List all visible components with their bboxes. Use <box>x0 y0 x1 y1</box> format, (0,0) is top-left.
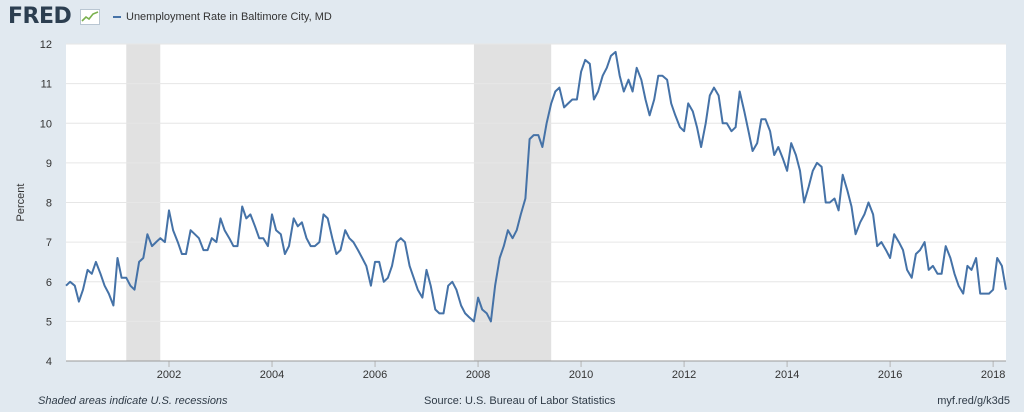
legend: Unemployment Rate in Baltimore City, MD <box>113 11 332 23</box>
fred-logo[interactable]: FRED <box>8 4 72 29</box>
y-tick-label: 10 <box>40 118 52 130</box>
x-tick-label: 2010 <box>569 369 593 381</box>
chart-header: FRED Unemployment Rate in Baltimore City… <box>0 0 1024 36</box>
short-link[interactable]: myf.red/g/k3d5 <box>937 395 1010 407</box>
x-tick-label: 2004 <box>260 369 284 381</box>
recession-note: Shaded areas indicate U.S. recessions <box>38 395 228 407</box>
x-tick-label: 2008 <box>466 369 490 381</box>
x-tick-label: 2012 <box>672 369 696 381</box>
x-tick-label: 2006 <box>363 369 387 381</box>
sparkline-icon <box>80 9 100 25</box>
x-tick-label: 2018 <box>981 369 1005 381</box>
legend-swatch <box>113 16 121 18</box>
y-tick-label: 9 <box>46 158 52 170</box>
y-tick-label: 7 <box>46 237 52 249</box>
series-line <box>65 50 1007 323</box>
y-tick-label: 5 <box>46 316 52 328</box>
x-tick-label: 2002 <box>157 369 181 381</box>
legend-label[interactable]: Unemployment Rate in Baltimore City, MD <box>126 11 332 23</box>
source-credit: Source: U.S. Bureau of Labor Statistics <box>424 395 616 407</box>
x-tick-label: 2016 <box>878 369 902 381</box>
y-tick-label: 4 <box>46 356 52 368</box>
y-tick-label: 11 <box>41 79 52 91</box>
y-tick-label: 12 <box>40 39 52 51</box>
y-tick-label: 6 <box>46 277 52 289</box>
y-axis-title: Percent <box>15 184 27 222</box>
y-tick-label: 8 <box>46 198 52 210</box>
x-tick-label: 2014 <box>775 369 799 381</box>
